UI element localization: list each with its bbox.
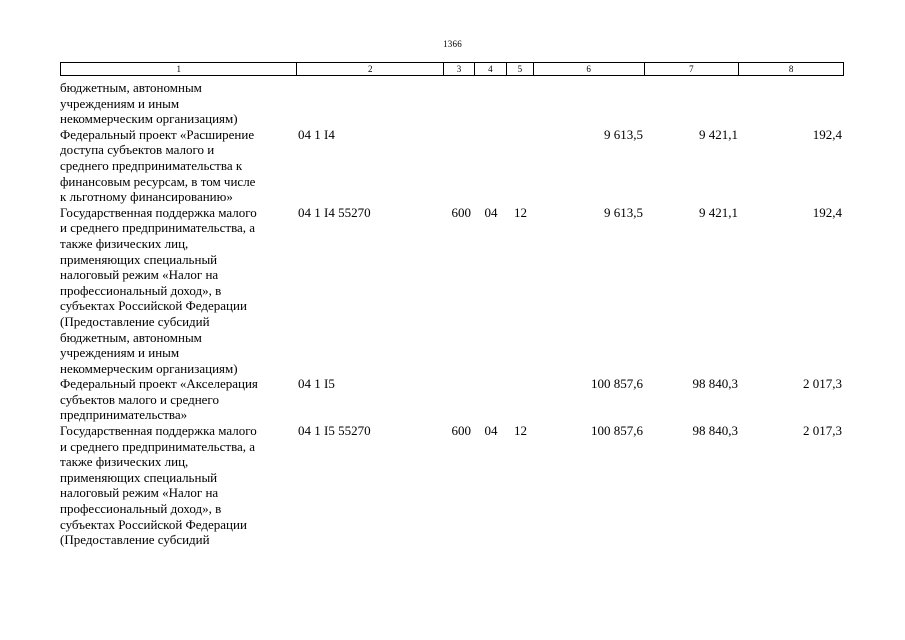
row-name-line: также физических лиц,	[60, 235, 189, 251]
row-name-line: субъектов малого и среднего	[60, 391, 219, 407]
column-header-8: 8	[788, 64, 794, 74]
row-name-line: среднего предпринимательства к	[60, 157, 243, 173]
row-name-line: субъектах Российской Федерации	[60, 298, 247, 314]
row-name-line: и среднего предпринимательства, а	[60, 438, 256, 454]
table-row: Государственная поддержка малого и средне…	[60, 423, 844, 548]
row-name-line: (Предоставление субсидий	[60, 532, 210, 548]
row-name-line: бюджетным, автономным	[60, 80, 202, 95]
amount-col8-cell: 192,4	[812, 204, 842, 220]
column-header-5: 5	[507, 63, 534, 75]
amount-col7-cell: 9 421,1	[699, 204, 738, 220]
row-name-line: профессиональный доход», в	[60, 282, 222, 298]
amount-col8-cell: 192,4	[812, 126, 842, 142]
pr-cell: 12	[514, 204, 527, 220]
row-name-line: учреждениям и иным	[60, 345, 180, 361]
column-number-header: 1 2 3 4 5 6 7 8	[60, 62, 844, 76]
row-name-line: применяющих специальный	[60, 251, 218, 267]
row-name-cell: Государственная поддержка малого и средне…	[60, 205, 297, 377]
code-cell: 04 1 I5	[298, 376, 335, 392]
row-name-cell: Государственная поддержка малого и средне…	[60, 423, 297, 548]
row-name-line: предпринимательства»	[60, 407, 188, 423]
row-name-line: Федеральный проект «Расширение	[60, 126, 255, 142]
table-body: бюджетным, автономным учреждениям и иным н…	[60, 80, 844, 548]
row-name-line: также физических лиц,	[60, 454, 189, 470]
amount-col6-cell: 9 613,5	[604, 126, 643, 142]
row-name-line: к льготному финансированию»	[60, 189, 233, 205]
column-header-6: 6	[534, 63, 645, 75]
row-name-cell: Федеральный проект «Расширение доступа су…	[60, 127, 297, 205]
table-row: бюджетным, автономным учреждениям и иным н…	[60, 80, 844, 127]
column-header-1: 1	[61, 63, 298, 75]
amount-col7-cell: 98 840,3	[692, 376, 739, 392]
rz-cell: 04	[484, 423, 498, 439]
row-name-line: налоговый режим «Налог на	[60, 485, 219, 501]
code-cell: 04 1 I5 55270	[298, 423, 371, 439]
vr-cell: 600	[451, 204, 472, 220]
row-name-line: некоммерческим организациям)	[60, 111, 238, 127]
vr-cell: 600	[451, 423, 472, 439]
row-name-line: Государственная поддержка малого	[60, 423, 257, 439]
table-row: Федеральный проект «Акселерация субъектов…	[60, 376, 844, 423]
amount-col8-cell: 2 017,3	[803, 423, 842, 439]
column-header-7: 7	[645, 63, 740, 75]
column-header-3: 3	[444, 63, 475, 75]
row-name-line: и среднего предпринимательства, а	[60, 220, 256, 236]
row-name-line: налоговый режим «Налог на	[60, 267, 219, 283]
row-name-line: бюджетным, автономным	[60, 329, 202, 345]
row-name-line: некоммерческим организациям)	[60, 360, 238, 376]
row-name-line: Федеральный проект «Акселерация	[60, 376, 258, 392]
column-header-2: 2	[297, 63, 445, 75]
rz-cell: 04	[484, 204, 498, 220]
row-name-cell: Федеральный проект «Акселерация субъектов…	[60, 376, 297, 423]
table-row: Государственная поддержка малого и средне…	[60, 205, 844, 377]
code-cell: 04 1 I4	[298, 126, 335, 142]
row-name-line: учреждениям и иным	[60, 95, 180, 111]
page-number: 1366	[443, 39, 462, 49]
row-name-line: субъектах Российской Федерации	[60, 516, 247, 532]
pr-cell: 12	[514, 423, 527, 439]
amount-col7-cell: 9 421,1	[699, 126, 738, 142]
amount-col6-cell: 9 613,5	[604, 204, 643, 220]
code-cell: 04 1 I4 55270	[298, 204, 371, 220]
row-name-line: (Предоставление субсидий	[60, 313, 210, 329]
row-name-line: доступа субъектов малого и	[60, 142, 215, 158]
row-name-cell: бюджетным, автономным учреждениям и иным н…	[60, 80, 297, 127]
amount-col8-cell: 2 017,3	[803, 376, 842, 392]
row-name-line: применяющих специальный	[60, 469, 218, 485]
row-name-line: профессиональный доход», в	[60, 501, 222, 517]
column-header-4: 4	[475, 63, 507, 75]
amount-col6-cell: 100 857,6	[591, 376, 643, 392]
row-name-line: финансовым ресурсам, в том числе	[60, 173, 256, 189]
table-row: Федеральный проект «Расширение доступа су…	[60, 127, 844, 205]
amount-col6-cell: 100 857,6	[591, 423, 643, 439]
row-name-line: Государственная поддержка малого	[60, 204, 257, 220]
amount-col7-cell: 98 840,3	[692, 423, 739, 439]
